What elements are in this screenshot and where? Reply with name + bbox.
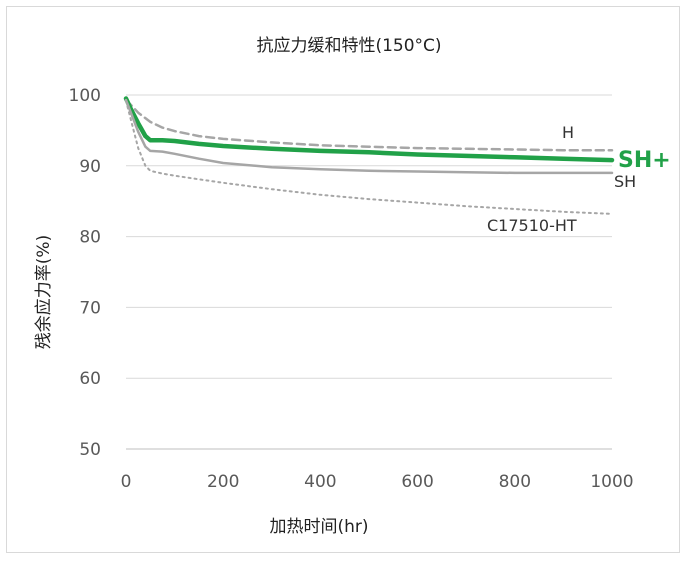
gridlines xyxy=(126,94,612,379)
y-tick-label: 50 xyxy=(79,440,101,460)
series-lines xyxy=(123,96,615,215)
series-label-sh: SH xyxy=(614,172,636,191)
series-line-sh xyxy=(124,98,614,175)
series-line-sh- xyxy=(123,96,615,163)
x-tick-label: 0 xyxy=(121,472,132,492)
series-line-h xyxy=(124,98,614,152)
x-tick-label: 1000 xyxy=(590,472,633,492)
y-tick-label: 60 xyxy=(79,369,101,389)
series-label-c17510-ht: C17510-HT xyxy=(487,216,577,235)
x-axis-label: 加热时间(hr) xyxy=(269,517,368,537)
y-axis-label: 残余应力率(%) xyxy=(34,235,54,349)
y-tick-label: 90 xyxy=(79,157,101,177)
y-tick-labels: 50 60 70 80 90 100 xyxy=(69,86,101,460)
x-tick-label: 400 xyxy=(304,472,336,492)
y-tick-label: 80 xyxy=(79,228,101,248)
y-tick-label: 100 xyxy=(69,86,101,106)
y-tick-label: 70 xyxy=(79,298,101,318)
x-tick-label: 600 xyxy=(401,472,433,492)
x-tick-label: 800 xyxy=(499,472,531,492)
series-labels: H SH+SH C17510-HT xyxy=(487,123,671,235)
chart-title: 抗应力缓和特性(150°C) xyxy=(256,36,441,56)
chart-frame: 抗应力缓和特性(150°C) 50 60 70 80 90 100 0 200 400 600 8… xyxy=(6,6,680,553)
x-tick-labels: 0 200 400 600 800 1000 xyxy=(121,472,634,492)
line-chart: 抗应力缓和特性(150°C) 50 60 70 80 90 100 0 200 400 600 8… xyxy=(34,36,671,537)
x-tick-label: 200 xyxy=(207,472,239,492)
series-label-sh-: SH+ xyxy=(618,148,671,173)
series-label-h: H xyxy=(562,123,574,142)
series-line-c17510-ht xyxy=(125,99,613,215)
